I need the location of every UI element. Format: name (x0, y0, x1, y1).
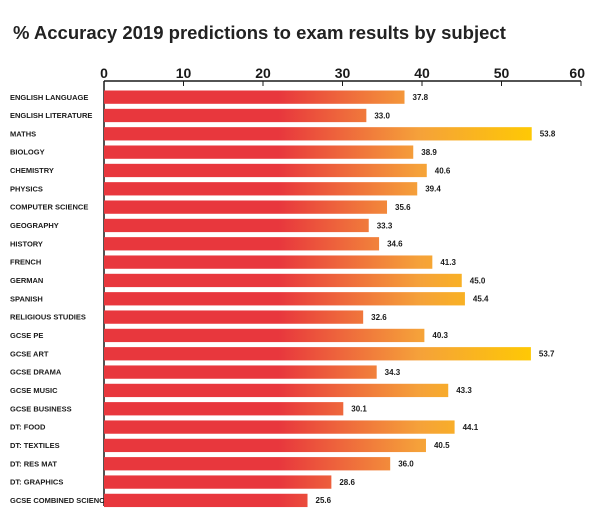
x-tick-label: 10 (176, 65, 192, 81)
category-label: BIOLOGY (10, 148, 45, 157)
x-tick-label: 0 (100, 65, 108, 81)
category-label: GEOGRAPHY (10, 221, 59, 230)
category-label: GCSE COMBINED SCIENCE (10, 496, 110, 505)
category-label: HISTORY (10, 239, 43, 248)
category-label: GCSE DRAMA (10, 368, 62, 377)
value-label: 25.6 (316, 496, 332, 505)
value-label: 38.9 (421, 148, 437, 157)
category-label: COMPUTER SCIENCE (10, 203, 88, 212)
category-label: GCSE PE (10, 331, 43, 340)
category-label: FRENCH (10, 258, 41, 267)
value-label: 34.6 (387, 240, 403, 249)
value-label: 28.6 (339, 478, 355, 487)
x-tick-label: 20 (255, 65, 271, 81)
value-label: 43.3 (456, 386, 472, 395)
bars: ENGLISH LANGUAGE 37.8 ENGLISH LITERATURE 33… (10, 90, 556, 508)
category-label: GCSE MUSIC (10, 386, 58, 395)
bar (104, 457, 391, 471)
value-label: 34.3 (385, 368, 401, 377)
value-label: 45.4 (473, 295, 489, 304)
bar (104, 255, 433, 269)
category-label: GCSE ART (10, 349, 49, 358)
category-label: ENGLISH LANGUAGE (10, 93, 88, 102)
value-label: 53.8 (540, 130, 556, 139)
bar (104, 182, 418, 196)
x-tick-label: 50 (494, 65, 510, 81)
bar (104, 273, 462, 288)
bar (104, 310, 364, 324)
x-tick-label: 40 (414, 65, 430, 81)
category-label: ENGLISH LITERATURE (10, 111, 92, 120)
category-label: GERMAN (10, 276, 43, 285)
bar (104, 475, 332, 489)
bar (104, 90, 405, 104)
value-label: 45.0 (470, 276, 486, 285)
value-label: 44.1 (463, 423, 479, 432)
value-label: 33.0 (374, 111, 390, 120)
bar (104, 237, 380, 251)
bar (104, 200, 388, 214)
value-label: 35.6 (395, 203, 411, 212)
value-label: 40.3 (432, 331, 448, 340)
bar (104, 365, 377, 379)
value-label: 39.4 (425, 185, 441, 194)
value-label: 37.8 (413, 93, 429, 102)
value-label: 41.3 (440, 258, 456, 267)
bar (104, 493, 308, 508)
value-label: 33.3 (377, 221, 393, 230)
bar (104, 383, 449, 398)
category-label: DT: RES MAT (10, 459, 57, 468)
bar (104, 108, 367, 123)
bar (104, 127, 532, 141)
value-label: 40.5 (434, 441, 450, 450)
bar (104, 347, 531, 361)
bar (104, 163, 427, 178)
category-label: CHEMISTRY (10, 166, 54, 175)
category-label: DT: TEXTILES (10, 441, 60, 450)
bar (104, 402, 344, 416)
category-label: RELIGIOUS STUDIES (10, 313, 86, 322)
value-label: 40.6 (435, 166, 451, 175)
value-label: 32.6 (371, 313, 387, 322)
bar (104, 292, 465, 306)
category-label: DT: FOOD (10, 423, 46, 432)
category-label: PHYSICS (10, 184, 43, 193)
bar (104, 438, 426, 453)
value-label: 30.1 (351, 405, 367, 414)
category-label: SPANISH (10, 294, 43, 303)
x-tick-label: 60 (569, 65, 585, 81)
category-label: DT: GRAPHICS (10, 478, 63, 487)
category-label: MATHS (10, 129, 36, 138)
value-label: 53.7 (539, 350, 555, 359)
bar (104, 145, 414, 159)
category-label: GCSE BUSINESS (10, 404, 72, 413)
value-label: 36.0 (398, 460, 414, 469)
chart-title: % Accuracy 2019 predictions to exam resu… (13, 22, 506, 43)
x-tick-label: 30 (335, 65, 351, 81)
bar (104, 218, 369, 233)
bar (104, 328, 425, 343)
bar (104, 420, 455, 434)
